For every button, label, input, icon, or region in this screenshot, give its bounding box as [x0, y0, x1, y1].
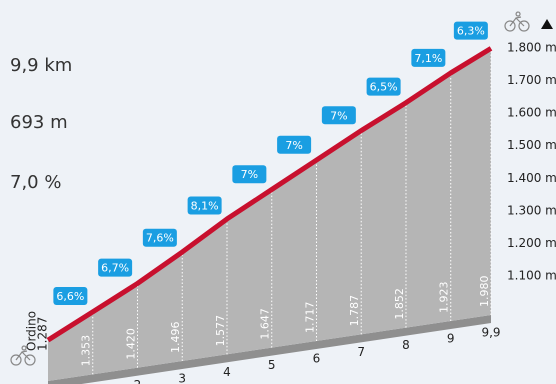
x-tick-label: 9 — [447, 332, 455, 346]
bike-icon — [504, 11, 530, 32]
stat-gradient: 7,0 % — [10, 172, 61, 193]
gradient-badge — [53, 287, 88, 306]
bike-icon — [10, 345, 36, 366]
y-tick-label: 1.500 m — [507, 138, 556, 152]
gradient-badge — [366, 77, 401, 96]
gradient-label: 6,3% — [457, 25, 485, 38]
x-tick-label: 7 — [357, 345, 365, 359]
gradient-badge — [453, 21, 488, 40]
gradient-badge — [232, 165, 267, 184]
summit-icon — [541, 19, 553, 29]
profile-line — [46, 46, 493, 343]
gradient-label: 7,6% — [146, 232, 174, 245]
profile-base — [48, 315, 491, 384]
altitude-label: 1.923 — [438, 282, 451, 314]
altitude-label: 1.980 — [478, 276, 491, 308]
altitude-label: 1.852 — [393, 288, 406, 320]
gradient-label: 7% — [241, 168, 258, 181]
altitude-label: 1.577 — [214, 315, 227, 347]
y-tick-label: 1.100 m — [507, 269, 556, 283]
x-tick-label: 3 — [178, 372, 186, 384]
altitude-label: 1.787 — [348, 295, 361, 327]
stat-ascent: 693 m — [10, 112, 68, 133]
y-tick-label: 1.800 m — [507, 41, 556, 55]
y-tick-label: 1.600 m — [507, 106, 556, 120]
gradient-badge — [98, 258, 133, 277]
gradient-label: 6,6% — [56, 290, 84, 303]
x-tick-label: 5 — [268, 358, 276, 372]
gradient-badge — [321, 106, 356, 125]
y-tick-label: 1.300 m — [507, 203, 556, 217]
gradient-label: 6,5% — [370, 81, 398, 94]
gradient-label: 7% — [330, 109, 347, 122]
gradient-badge — [142, 228, 177, 247]
profile-area — [48, 48, 491, 381]
altitude-label: 1.420 — [124, 328, 137, 360]
gradient-label: 7% — [285, 139, 302, 152]
x-tick-label: 4 — [223, 365, 231, 379]
y-tick-label: 1.400 m — [507, 171, 556, 185]
x-tick-label: 6 — [313, 352, 321, 366]
gradient-label: 8,1% — [191, 199, 219, 212]
gradient-label: 6,7% — [101, 262, 129, 275]
stat-distance: 9,9 km — [10, 55, 72, 76]
x-tick-label: 9,9 — [481, 326, 500, 340]
y-tick-label: 1.200 m — [507, 236, 556, 250]
altitude-label: 1.496 — [169, 322, 182, 354]
altitude-label: 1.647 — [259, 308, 272, 340]
gradient-badge — [187, 196, 222, 215]
altitude-label: 1.717 — [303, 302, 316, 334]
gradient-badge — [411, 48, 446, 67]
altitude-label: 1.287 — [36, 317, 50, 351]
x-tick-label: 8 — [402, 338, 410, 352]
x-tick-label: 2 — [134, 378, 142, 384]
start-name: Ordino — [25, 311, 39, 351]
gradient-badge — [277, 135, 312, 154]
y-tick-label: 1.700 m — [507, 73, 556, 87]
altitude-label: 1.353 — [80, 335, 93, 367]
gradient-label: 7,1% — [414, 52, 442, 65]
